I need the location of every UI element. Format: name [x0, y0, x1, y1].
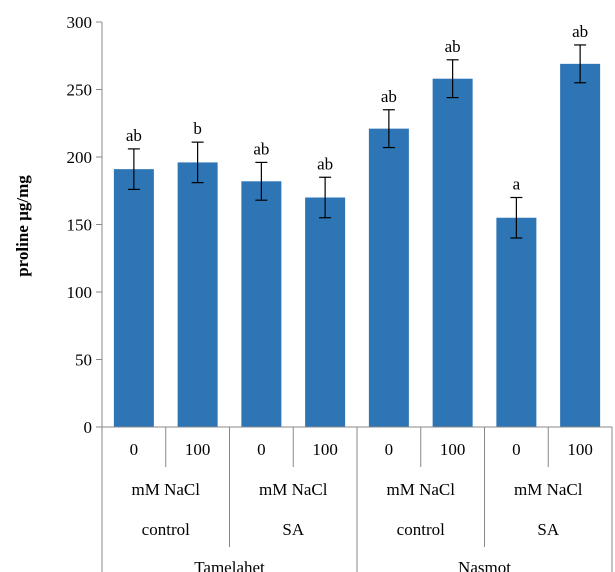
x-treatment-label: control	[142, 520, 190, 539]
y-tick-label: 50	[75, 351, 92, 370]
bar	[368, 128, 409, 427]
significance-label: ab	[317, 154, 333, 173]
y-tick-label: 200	[67, 148, 93, 167]
significance-label: ab	[572, 22, 588, 41]
y-axis-label: proline µg/mg	[13, 175, 32, 277]
x-tick-label: 100	[440, 440, 466, 459]
y-tick-label: 150	[67, 216, 93, 235]
y-axis: 0 50 100 150 200 250 300	[67, 13, 103, 437]
x-unit-label: mM NaCl	[514, 480, 583, 499]
x-unit-label: mM NaCl	[259, 480, 328, 499]
x-tick-label: 0	[385, 440, 394, 459]
x-unit-label: mM NaCl	[132, 480, 201, 499]
significance-label: ab	[253, 139, 269, 158]
x-tick-label: 0	[257, 440, 266, 459]
bars: ab b ab ab ab ab a ab	[113, 22, 601, 427]
x-treatment-label: control	[397, 520, 445, 539]
bar	[496, 217, 537, 427]
bar	[560, 63, 601, 427]
y-tick-label: 100	[67, 283, 93, 302]
x-tick-label: 100	[567, 440, 593, 459]
significance-label: a	[513, 175, 521, 194]
y-tick-label: 250	[67, 81, 93, 100]
significance-label: ab	[126, 126, 142, 145]
y-tick-label: 300	[67, 13, 93, 32]
x-tick-label: 100	[312, 440, 338, 459]
x-axis: 0 100 0 100 0 100 0 100 mM NaCl mM NaCl mM NaCl mM …	[101, 426, 613, 572]
x-unit-label: mM NaCl	[387, 480, 456, 499]
bar	[241, 181, 282, 427]
significance-label: ab	[445, 37, 461, 56]
x-tick-label: 0	[512, 440, 521, 459]
x-tick-label: 0	[130, 440, 139, 459]
significance-label: b	[193, 119, 202, 138]
x-cultivar-label: Tamelahet	[194, 558, 265, 572]
x-tick-label: 100	[185, 440, 211, 459]
significance-label: ab	[381, 87, 397, 106]
bar	[177, 162, 218, 427]
bar	[432, 78, 473, 427]
bar	[113, 169, 154, 427]
x-cultivar-label: Nasmot	[458, 558, 511, 572]
y-tick-label: 0	[84, 418, 93, 437]
x-treatment-label: SA	[282, 520, 304, 539]
bar	[305, 197, 346, 427]
x-treatment-label: SA	[537, 520, 559, 539]
